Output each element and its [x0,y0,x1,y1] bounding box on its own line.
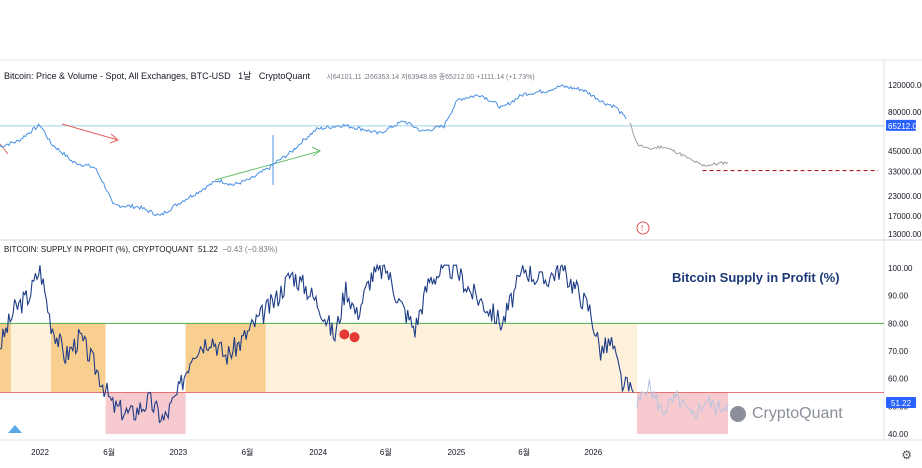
profit-chart-title: BITCOIN: SUPPLY IN PROFIT (%), CRYPTOQUA… [4,245,278,254]
x-tick-label: 6월 [103,447,115,457]
x-tick-label: 2025 [448,448,466,457]
cryptoquant-logo: CryptoQuant [730,405,843,423]
time-axis: 2022 6월 2023 6월 2024 6월 2025 6월 2026 [31,447,603,457]
star-marker [339,329,350,340]
tradingview-icon[interactable] [8,425,22,433]
price-series-faded [629,122,729,167]
x-tick-label: 2026 [584,448,602,457]
ohlc-readout: 시64101.11 고66353.14 저63948.89 종65212.00 … [326,74,535,81]
y-tick-label: 40.00 [888,430,909,439]
price-chart-title: Bitcoin: Price & Volume - Spot, All Exch… [4,71,535,81]
x-tick-label: 6월 [380,447,392,457]
trend-arrows [0,123,321,185]
y-tick-label: 100.00 [888,264,913,273]
star-markers [339,329,360,343]
zone-cream [10,323,51,393]
price-last-tag: 65212.00 [886,119,922,131]
svg-text:65212.00: 65212.00 [888,122,922,131]
y-tick-label: 13000.00 [888,230,922,239]
zone-pink [105,392,186,434]
trend-arrow-3 [214,150,321,181]
svg-text:51.22: 51.22 [891,399,912,408]
x-tick-label: 6월 [518,447,530,457]
y-tick-label: 80.00 [888,319,909,328]
star-marker [349,332,360,343]
profit-last-tag: 51.22 [886,396,916,408]
y-tick-label: 70.00 [888,347,909,356]
price-series [0,84,627,217]
settings-gear-icon[interactable]: ⚙ [901,448,912,462]
profit-series [0,263,634,424]
y-tick-label: 45000.00 [888,147,922,156]
y-tick-label: 60.00 [888,375,909,384]
overlay-title: Bitcoin Supply in Profit (%) [672,270,840,285]
zone-orange [0,323,11,393]
trend-arrow-2 [61,123,119,141]
svg-text:!: ! [641,224,643,233]
warning-icon[interactable]: ! [636,221,650,235]
x-tick-label: 2024 [309,448,327,457]
zone-pink [637,392,728,434]
zone-cream [265,323,637,393]
x-tick-label: 6월 [242,447,254,457]
profit-zones [0,323,728,434]
y-tick-label: 33000.00 [888,168,922,177]
y-tick-label: 23000.00 [888,192,922,201]
y-tick-label: 17000.00 [888,212,922,221]
cryptoquant-logo-icon [730,406,746,422]
y-tick-label: 90.00 [888,292,909,301]
x-tick-label: 2022 [31,448,49,457]
y-tick-label: 120000.00 [888,81,922,90]
profit-series-faded [636,378,729,420]
price-axis: 120000.00 80000.00 45000.00 33000.00 23000.0… [888,81,922,239]
x-tick-label: 2023 [169,448,187,457]
y-tick-label: 80000.00 [888,108,922,117]
